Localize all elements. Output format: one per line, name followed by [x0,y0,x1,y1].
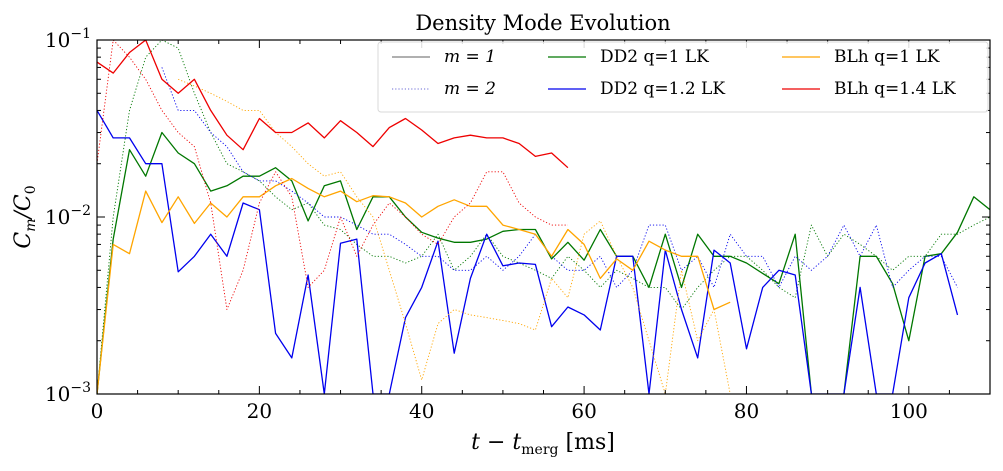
legend-label-blh-q-1-4-lk: BLh q=1.4 LK [834,79,956,99]
legend-label-m-2: m = 2 [444,79,496,99]
series-layer [97,40,990,394]
y-tick-label: 10−1 [45,26,91,52]
series-dd2-q-1-2-lk-m-1 [97,110,959,394]
y-axis-label: Cm/C0 [11,185,39,248]
series-blh-q-1-4-lk-m-1 [97,40,569,169]
y-tick-label: 10−3 [45,380,91,406]
x-tick-label: 80 [734,399,759,423]
series-blh-q-1-lk-m-2 [178,78,731,394]
x-tick-label: 40 [409,399,434,423]
legend-label-m-1: m = 1 [444,47,496,67]
chart-title: Density Mode Evolution [415,11,670,35]
legend-label-dd2-q-1-2-lk: DD2 q=1.2 LK [600,79,725,99]
x-tick-label: 100 [890,399,928,423]
x-tick-label: 20 [247,399,272,423]
series-blh-q-1-4-lk-m-2 [97,40,568,310]
ticks-layer: 0 20 40 60 80 100 10−3 10−2 10−1 [45,26,991,423]
legend-box [377,41,989,113]
legend: m = 1 m = 2 DD2 q=1 LK DD2 q=1.2 LK BLh q=1 … [377,41,989,113]
legend-label-dd2-q-1-lk: DD2 q=1 LK [600,47,709,67]
legend-label-blh-q-1-lk: BLh q=1 LK [834,47,940,67]
x-tick-label: 60 [571,399,596,423]
series-dd2-q-1-lk-m-1 [97,131,990,394]
x-tick-label: 0 [91,399,104,423]
y-tick-label: 10−2 [45,203,91,229]
x-axis-label: t − tmerg [ms] [471,430,615,458]
series-dd2-q-1-2-lk-m-2 [161,67,958,288]
series-blh-q-1-lk-m-1 [97,177,731,394]
series-dd2-q-1-lk-m-2 [97,40,990,394]
